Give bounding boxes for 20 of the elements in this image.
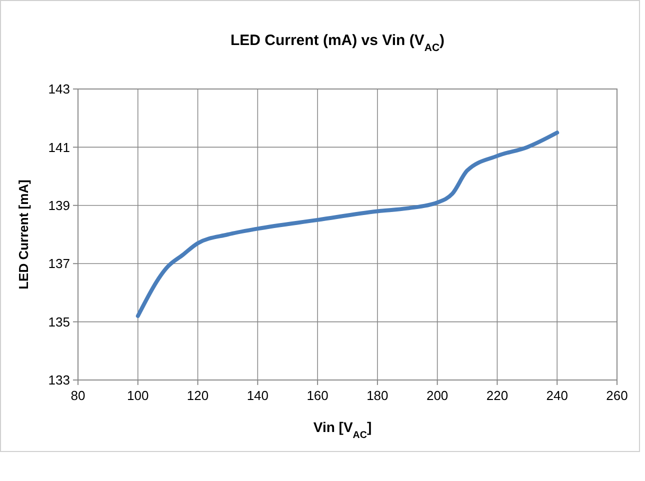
y-tick-label: 139 (48, 198, 70, 213)
x-tick-label: 220 (486, 388, 508, 403)
y-tick-label: 137 (48, 256, 70, 272)
x-tick-label: 260 (606, 388, 628, 403)
y-tick-label: 143 (48, 82, 70, 97)
x-tick-label: 140 (246, 388, 269, 403)
y-axis-title: LED Current [mA] (16, 180, 31, 290)
line-series (136, 130, 560, 318)
x-tick-label: 240 (546, 388, 568, 403)
x-tick-label: 120 (186, 388, 209, 403)
x-axis-title: Vin [V$_{AC}$] (313, 419, 372, 440)
x-tick-label: 80 (70, 388, 86, 403)
y-tick-label: 133 (48, 372, 70, 388)
chart-title: LED Current (mA) vs Vin (V$_{AC}$) (230, 32, 445, 54)
x-tick-label: 160 (306, 388, 328, 403)
y-tick-label: 135 (48, 314, 70, 330)
x-tick-label: 200 (426, 388, 448, 403)
y-tick-label: 141 (48, 140, 70, 155)
x-tick-label: 180 (366, 388, 388, 403)
x-tick-label: 100 (127, 388, 149, 403)
